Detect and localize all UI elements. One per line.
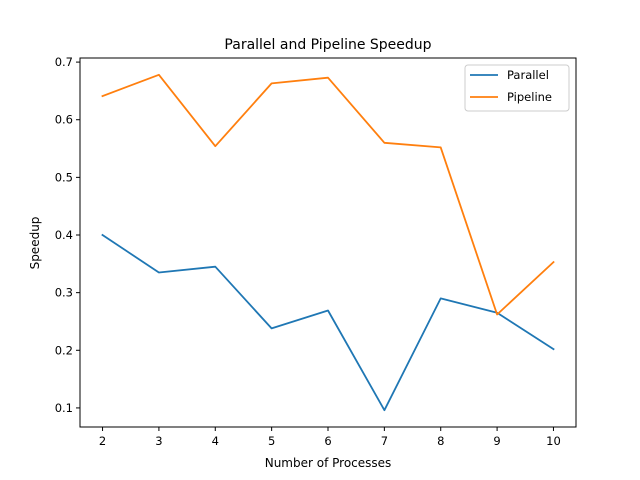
y-axis-label: Speedup	[28, 217, 42, 270]
y-tick-label: 0.2	[55, 343, 73, 357]
legend-label-pipeline: Pipeline	[507, 90, 552, 104]
legend-label-parallel: Parallel	[507, 68, 549, 82]
x-tick-label: 3	[155, 434, 162, 448]
series-line-parallel	[101, 233, 555, 412]
x-tick-label: 7	[381, 434, 388, 448]
x-tick-label: 10	[546, 434, 561, 448]
legend: Parallel Pipeline	[464, 64, 570, 112]
x-tick-label: 2	[99, 434, 106, 448]
y-tick-label: 0.1	[55, 401, 73, 415]
x-axis-ticks: 2 3 4 5 6 7 8 9 10	[99, 427, 561, 448]
x-tick-label: 8	[437, 434, 444, 448]
x-tick-label: 9	[493, 434, 500, 448]
x-tick-label: 6	[324, 434, 331, 448]
y-tick-label: 0.7	[55, 55, 73, 69]
y-tick-label: 0.3	[55, 286, 73, 300]
x-tick-label: 5	[268, 434, 275, 448]
series-line-pipeline	[101, 73, 555, 316]
plot-lines	[101, 73, 555, 412]
chart-title: Parallel and Pipeline Speedup	[224, 37, 431, 53]
y-axis-ticks: 0.1 0.2 0.3 0.4 0.5 0.6 0.7	[55, 55, 80, 415]
y-tick-label: 0.6	[55, 113, 73, 127]
x-tick-label: 4	[212, 434, 219, 448]
legend-frame	[464, 64, 570, 112]
y-tick-label: 0.4	[55, 228, 73, 242]
y-tick-label: 0.5	[55, 170, 73, 184]
x-axis-label: Number of Processes	[265, 456, 392, 470]
